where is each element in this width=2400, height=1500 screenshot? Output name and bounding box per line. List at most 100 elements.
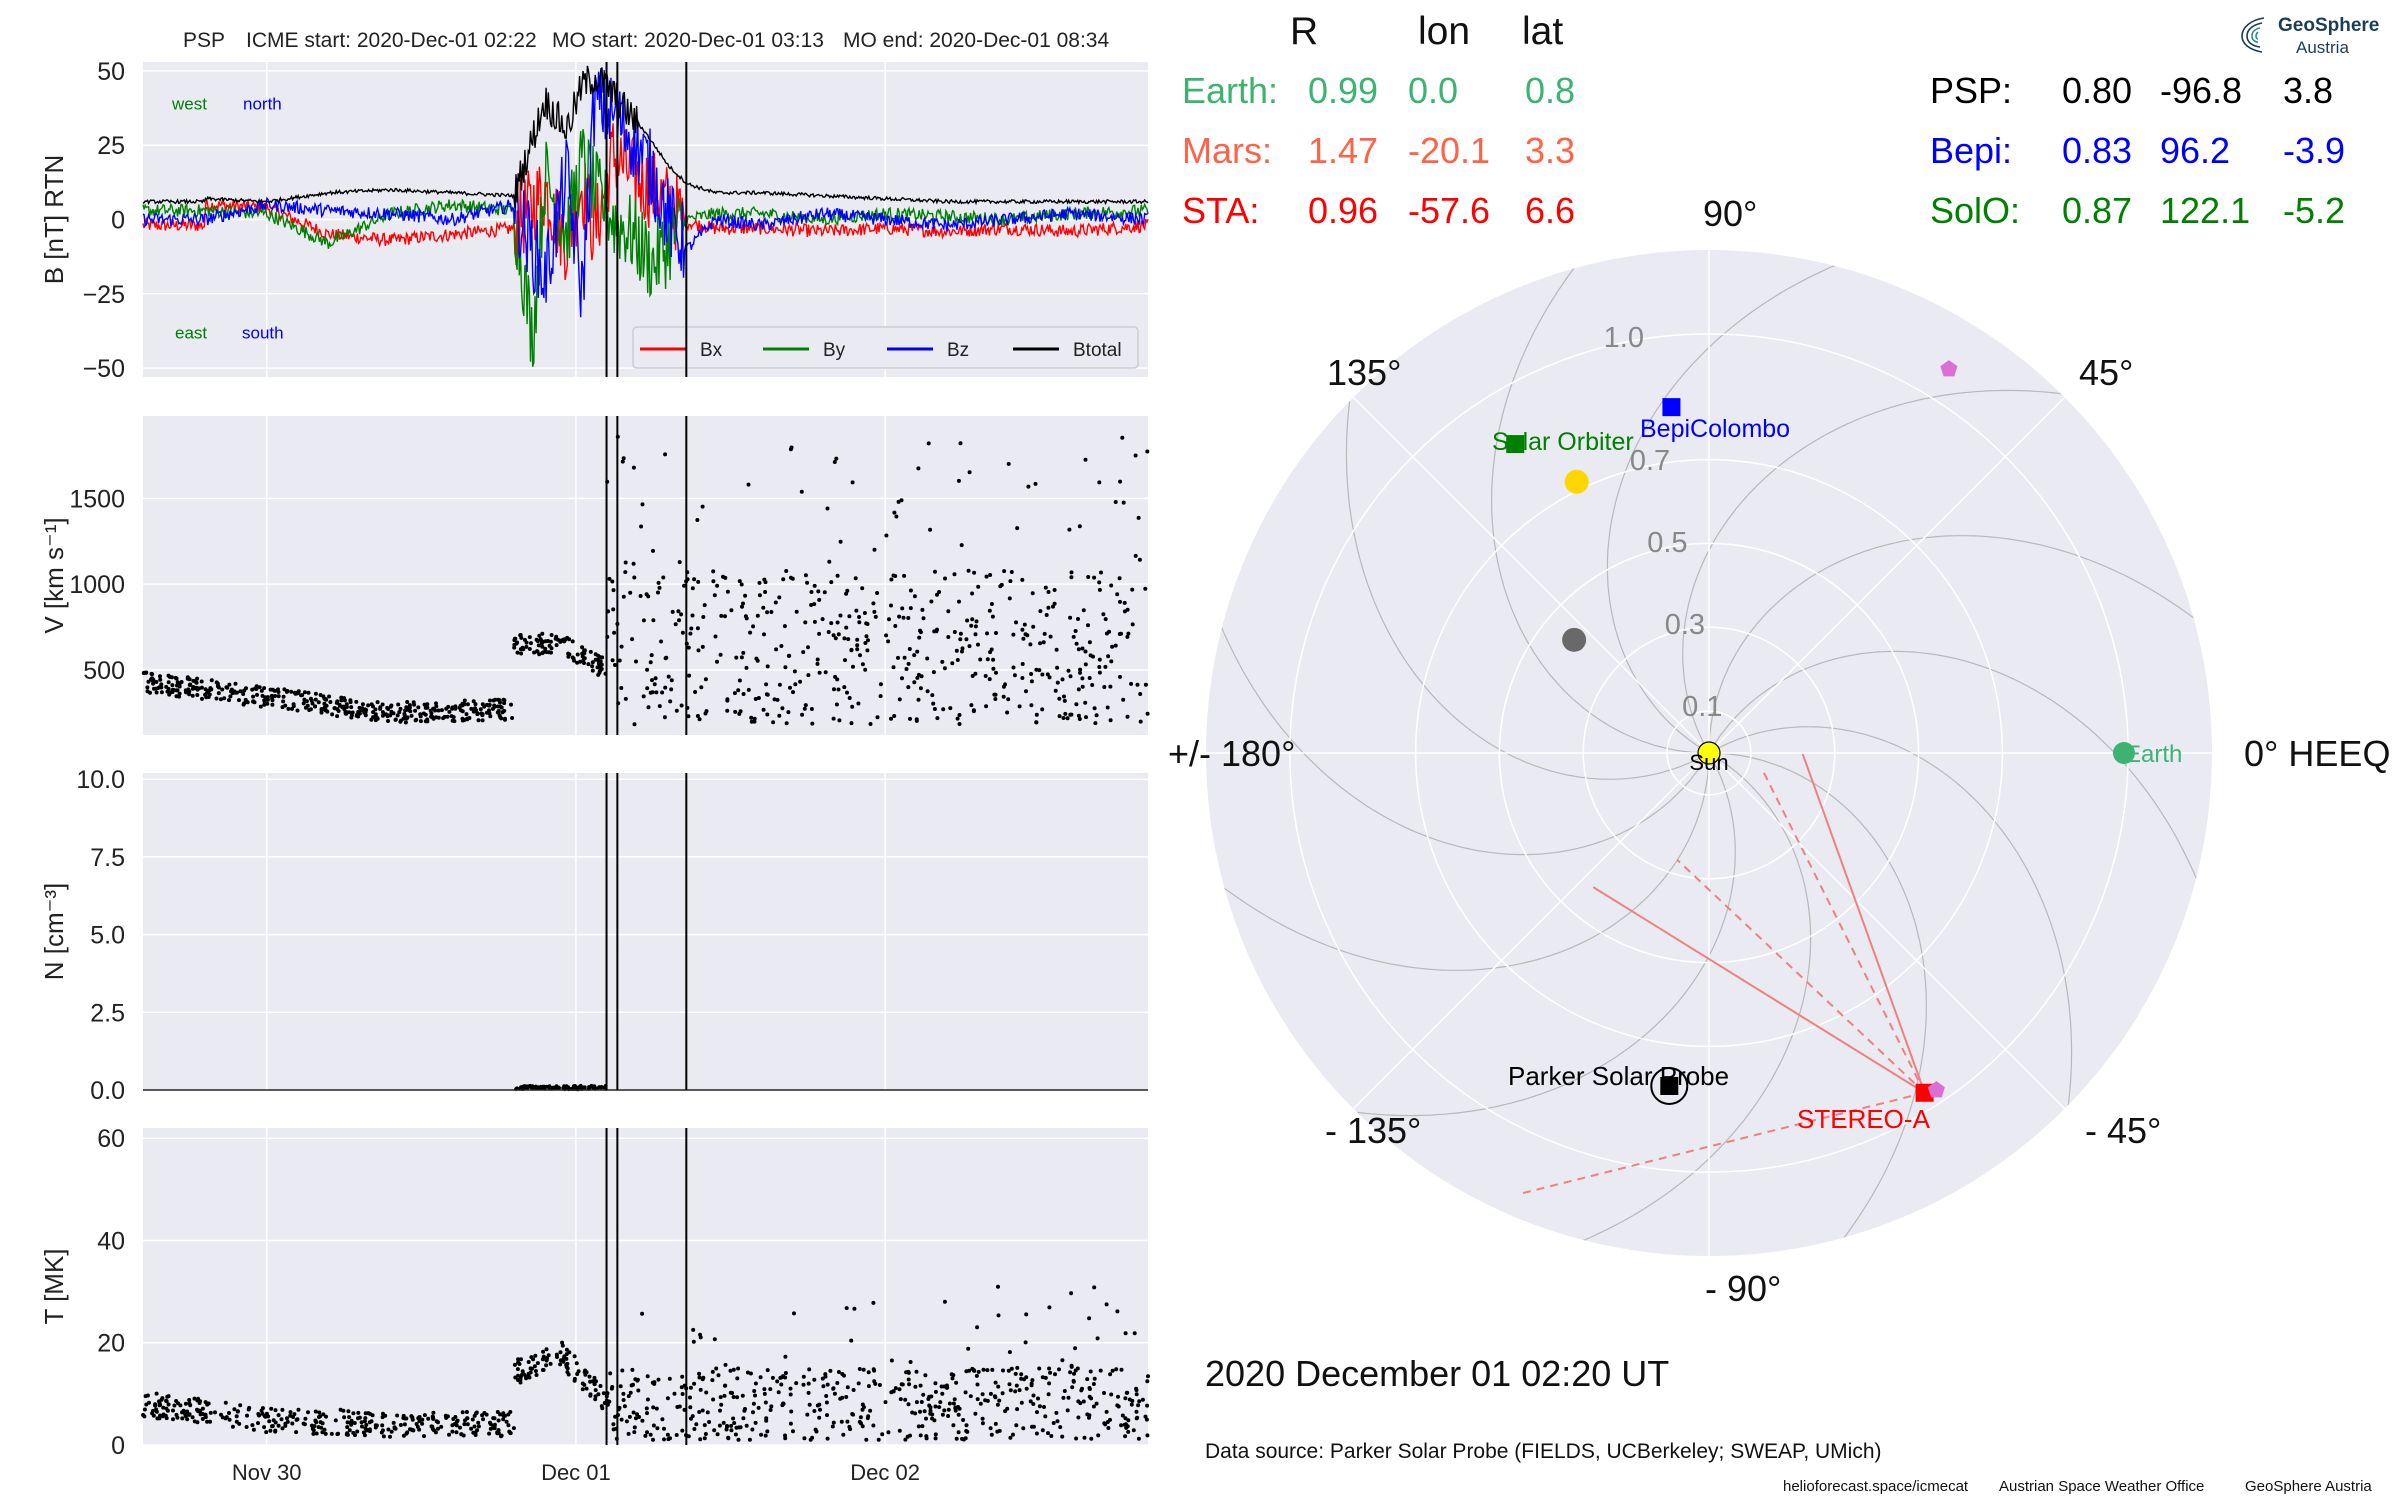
data-point bbox=[993, 1421, 998, 1426]
data-point bbox=[208, 1410, 213, 1415]
angle-label-90: 90° bbox=[1703, 193, 1758, 234]
data-point bbox=[1106, 654, 1111, 659]
data-point bbox=[1015, 526, 1020, 531]
data-point bbox=[729, 608, 734, 613]
data-point bbox=[958, 441, 963, 446]
data-point bbox=[1011, 665, 1016, 670]
data-point bbox=[1145, 1403, 1150, 1408]
data-point bbox=[1040, 1428, 1045, 1433]
data-point bbox=[941, 707, 946, 712]
data-point bbox=[983, 674, 988, 678]
data-point bbox=[755, 613, 760, 618]
parker-spiral bbox=[1708, 535, 2212, 749]
data-point bbox=[1143, 586, 1148, 591]
data-point bbox=[302, 697, 307, 702]
data-point bbox=[702, 603, 707, 608]
data-point bbox=[721, 1420, 726, 1425]
data-point bbox=[509, 702, 513, 707]
data-point bbox=[787, 653, 792, 658]
data-point bbox=[680, 1374, 685, 1379]
data-point bbox=[1017, 1388, 1022, 1393]
data-point bbox=[953, 1406, 958, 1411]
data-point bbox=[1103, 617, 1108, 622]
data-point bbox=[536, 643, 541, 648]
data-point bbox=[601, 1391, 606, 1396]
data-point bbox=[1123, 1331, 1128, 1336]
data-point bbox=[1098, 1368, 1103, 1373]
data-point bbox=[1029, 703, 1034, 708]
data-point bbox=[280, 1407, 285, 1412]
data-point bbox=[613, 1414, 618, 1419]
data-point bbox=[375, 700, 380, 705]
data-point bbox=[306, 1410, 310, 1415]
data-point bbox=[588, 1393, 593, 1398]
data-point bbox=[273, 1428, 278, 1433]
data-point bbox=[206, 1401, 211, 1406]
data-point bbox=[908, 1433, 912, 1438]
data-point bbox=[656, 590, 660, 595]
data-point bbox=[803, 620, 808, 625]
data-point bbox=[270, 1424, 275, 1428]
legend-label-by: By bbox=[823, 340, 846, 361]
data-point bbox=[158, 674, 162, 679]
data-point bbox=[1145, 1379, 1150, 1384]
data-point bbox=[814, 1429, 819, 1434]
data-point bbox=[247, 1405, 252, 1410]
data-point bbox=[829, 621, 834, 626]
data-point bbox=[425, 702, 430, 707]
data-point bbox=[596, 672, 601, 677]
data-point bbox=[1076, 617, 1080, 621]
data-point bbox=[734, 1425, 739, 1430]
data-point bbox=[641, 694, 646, 699]
stereo-a-view-line bbox=[1592, 886, 1926, 1094]
data-point bbox=[1029, 672, 1034, 676]
data-point bbox=[769, 1404, 774, 1409]
data-point bbox=[345, 1431, 350, 1436]
data-point bbox=[363, 1416, 368, 1421]
data-point bbox=[395, 1413, 400, 1418]
data-point bbox=[270, 696, 275, 701]
data-point bbox=[354, 713, 359, 718]
data-point bbox=[511, 1426, 516, 1431]
data-point bbox=[733, 709, 738, 714]
table-right-cell: 0.80 bbox=[2062, 70, 2133, 111]
data-point bbox=[610, 658, 615, 663]
data-point bbox=[902, 655, 907, 660]
data-point bbox=[187, 683, 192, 687]
data-point bbox=[765, 1429, 770, 1434]
data-point bbox=[422, 1413, 427, 1418]
data-point bbox=[398, 1423, 403, 1427]
data-point bbox=[679, 1385, 684, 1390]
parker-spiral bbox=[1206, 568, 1708, 856]
data-point bbox=[900, 1382, 905, 1387]
data-point bbox=[398, 719, 403, 724]
data-point bbox=[951, 1401, 956, 1406]
data-point bbox=[970, 591, 975, 596]
data-point bbox=[931, 670, 936, 675]
data-point bbox=[228, 694, 233, 699]
data-point bbox=[663, 452, 668, 457]
data-point bbox=[908, 588, 913, 593]
data-point bbox=[645, 667, 650, 672]
data-point bbox=[263, 695, 268, 700]
data-point bbox=[789, 575, 793, 580]
data-point bbox=[363, 1426, 368, 1431]
data-point bbox=[985, 631, 989, 636]
data-point bbox=[747, 1437, 752, 1442]
data-point bbox=[350, 710, 355, 715]
marker-mercury bbox=[1562, 627, 1587, 652]
data-point bbox=[971, 709, 976, 714]
data-point bbox=[894, 514, 899, 519]
data-point bbox=[593, 1394, 598, 1399]
data-point bbox=[984, 574, 989, 579]
r-gridcircle bbox=[1666, 710, 1752, 796]
data-point bbox=[1115, 592, 1120, 597]
data-point bbox=[746, 687, 751, 692]
data-point bbox=[898, 1397, 903, 1402]
data-point bbox=[540, 1368, 545, 1372]
marker-sun bbox=[1697, 741, 1721, 765]
data-point bbox=[386, 1427, 391, 1432]
data-point bbox=[916, 466, 921, 471]
data-point bbox=[166, 1394, 171, 1399]
data-point bbox=[522, 637, 527, 642]
